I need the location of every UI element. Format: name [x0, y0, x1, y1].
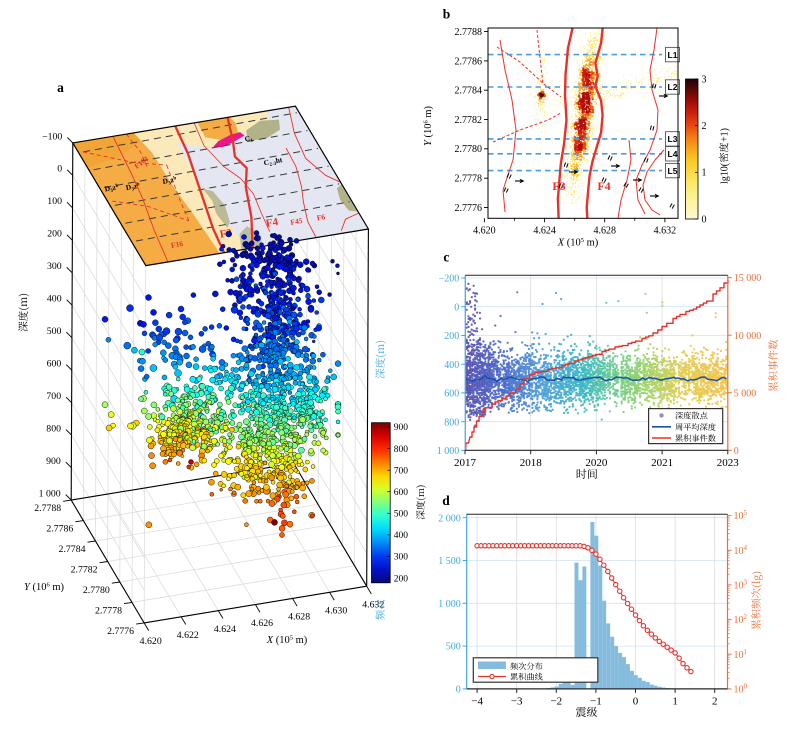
svg-text:1 000: 1 000 — [39, 489, 61, 500]
svg-text:4.622: 4.622 — [177, 630, 199, 641]
svg-text:4.626: 4.626 — [251, 618, 273, 629]
svg-text:5 000: 5 000 — [734, 388, 757, 399]
svg-text:0: 0 — [57, 164, 62, 175]
svg-text:4.632: 4.632 — [362, 599, 384, 610]
svg-text:3: 3 — [702, 74, 707, 85]
svg-text:1 000: 1 000 — [437, 446, 460, 457]
svg-text:2.7786: 2.7786 — [46, 524, 73, 535]
svg-text:d: d — [442, 493, 450, 508]
svg-text:400: 400 — [47, 294, 62, 305]
svg-text:400: 400 — [394, 531, 409, 541]
svg-text:1 000: 1 000 — [438, 599, 461, 610]
svg-text:c: c — [443, 249, 449, 264]
svg-text:2: 2 — [702, 121, 707, 132]
svg-text:1: 1 — [672, 695, 678, 707]
svg-text:500: 500 — [394, 510, 409, 520]
svg-text:900: 900 — [394, 423, 409, 433]
svg-text:b: b — [443, 6, 451, 21]
svg-text:4.632: 4.632 — [654, 225, 677, 236]
svg-text:L5: L5 — [668, 166, 678, 176]
svg-text:+1): +1) — [720, 128, 731, 142]
svg-text:100: 100 — [47, 196, 62, 207]
svg-text:L1: L1 — [668, 50, 678, 60]
svg-text:−2: −2 — [550, 695, 562, 707]
svg-text:4.628: 4.628 — [288, 612, 310, 623]
svg-text:800: 800 — [394, 445, 409, 455]
svg-text:200: 200 — [47, 229, 62, 240]
svg-text:a: a — [57, 80, 64, 95]
svg-text:−1: −1 — [590, 695, 602, 707]
svg-text:4.628: 4.628 — [593, 225, 616, 236]
svg-text:2020: 2020 — [585, 457, 608, 469]
svg-text:Y (106 m): Y (106 m) — [423, 105, 435, 146]
svg-text:2.7776: 2.7776 — [107, 626, 134, 637]
svg-text:2018: 2018 — [520, 457, 543, 469]
svg-text:4.624: 4.624 — [533, 225, 556, 236]
svg-text:900: 900 — [46, 456, 61, 467]
svg-text:4.630: 4.630 — [325, 606, 347, 617]
svg-text:0: 0 — [456, 685, 461, 696]
svg-text:2.7788: 2.7788 — [455, 27, 483, 38]
svg-text:2.7784: 2.7784 — [59, 544, 86, 555]
svg-text:0: 0 — [702, 214, 707, 225]
svg-text:2017: 2017 — [454, 457, 477, 469]
svg-text:600: 600 — [444, 389, 459, 400]
svg-text:1: 1 — [702, 168, 707, 179]
svg-text:−3: −3 — [511, 695, 523, 707]
svg-text:X (105 m): X (105 m) — [557, 237, 599, 249]
svg-text:200: 200 — [394, 574, 409, 584]
svg-text:700: 700 — [394, 466, 409, 476]
svg-text:2: 2 — [712, 695, 718, 707]
svg-text:2021: 2021 — [651, 457, 673, 469]
svg-text:L3: L3 — [668, 134, 678, 144]
svg-text:2.7776: 2.7776 — [455, 203, 483, 214]
svg-text:4.620: 4.620 — [473, 225, 496, 236]
svg-text:600: 600 — [47, 359, 62, 370]
svg-text:700: 700 — [46, 391, 61, 402]
svg-text:2.7788: 2.7788 — [34, 503, 61, 514]
svg-text:10 000: 10 000 — [734, 331, 762, 342]
svg-text:0: 0 — [633, 695, 639, 707]
svg-text:600: 600 — [394, 488, 409, 498]
svg-text:0: 0 — [734, 446, 739, 457]
svg-text:Y (106 m): Y (106 m) — [24, 582, 65, 594]
svg-text:−4: −4 — [471, 695, 483, 707]
svg-text:500: 500 — [446, 642, 461, 653]
svg-text:500: 500 — [47, 326, 62, 337]
svg-text:400: 400 — [444, 360, 459, 371]
svg-text:800: 800 — [444, 417, 459, 428]
svg-text:2.7786: 2.7786 — [455, 56, 483, 67]
svg-text:15 000: 15 000 — [734, 273, 762, 284]
svg-text:2 000: 2 000 — [438, 513, 461, 524]
svg-text:300: 300 — [47, 261, 62, 272]
svg-text:2.7778: 2.7778 — [95, 605, 122, 616]
svg-text:2023: 2023 — [717, 457, 740, 469]
svg-text:−200: −200 — [439, 274, 460, 285]
svg-text:X (105 m): X (105 m) — [266, 635, 308, 647]
svg-text:0: 0 — [454, 302, 459, 313]
svg-text:200: 200 — [444, 331, 459, 342]
svg-text:300: 300 — [394, 553, 409, 563]
svg-text:2.7780: 2.7780 — [83, 585, 110, 596]
svg-text:L2: L2 — [668, 82, 678, 92]
svg-text:4.624: 4.624 — [214, 624, 236, 635]
svg-text:800: 800 — [46, 424, 61, 435]
svg-text:F4: F4 — [597, 179, 610, 193]
svg-text:F3: F3 — [552, 179, 565, 193]
svg-text:2.7784: 2.7784 — [455, 86, 483, 97]
svg-text:−100: −100 — [42, 131, 62, 142]
svg-text:2.7782: 2.7782 — [71, 565, 98, 576]
svg-text:L4: L4 — [668, 149, 678, 159]
svg-text:2.7782: 2.7782 — [455, 115, 483, 126]
svg-text:2.7778: 2.7778 — [455, 174, 483, 185]
svg-text:4.620: 4.620 — [140, 636, 162, 647]
svg-text:2.7780: 2.7780 — [455, 144, 483, 155]
svg-text:1 500: 1 500 — [438, 556, 461, 567]
svg-text:lg10(: lg10( — [720, 162, 731, 184]
